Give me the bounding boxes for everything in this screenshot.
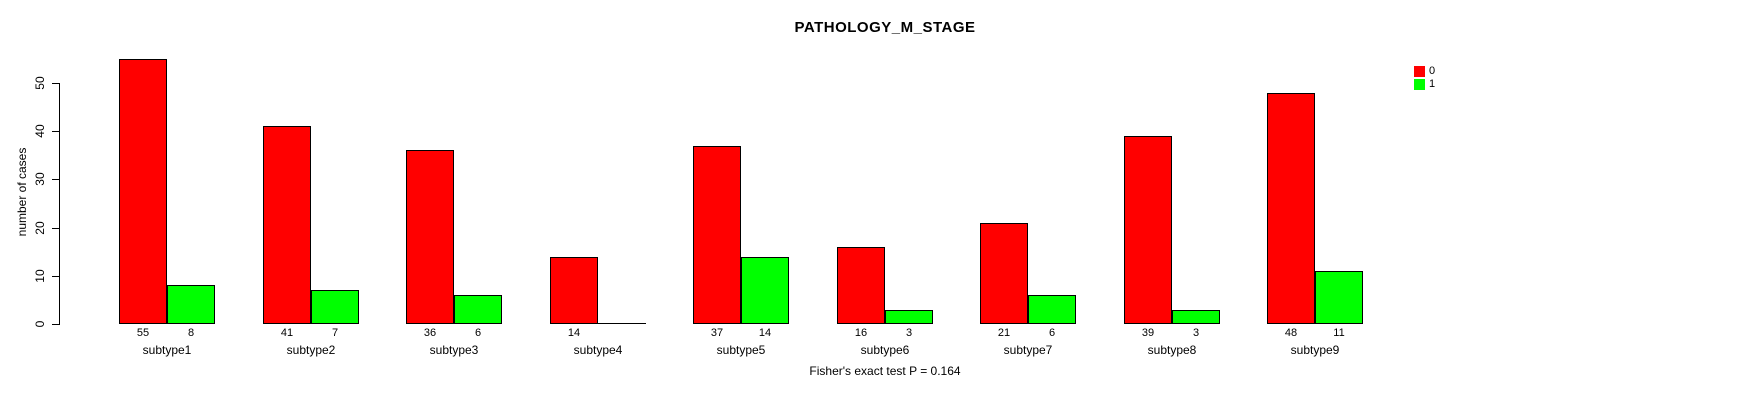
y-tick-label: 20 — [33, 221, 47, 235]
legend-label: 0 — [1429, 64, 1436, 77]
chart-title: PATHOLOGY_M_STAGE — [794, 19, 976, 36]
y-axis-tick — [52, 276, 59, 277]
bar-value-label: 7 — [331, 327, 339, 339]
legend-swatch-icon — [1414, 65, 1425, 77]
y-axis-tick — [52, 179, 59, 180]
bar-subtype3-series1 — [454, 295, 502, 324]
bar-subtype7-series1 — [1028, 295, 1076, 324]
x-category-label-subtype8: subtype8 — [1147, 343, 1197, 357]
bar-value-label: 3 — [1192, 327, 1200, 339]
bar-value-label: 6 — [474, 327, 482, 339]
y-tick-label: 30 — [33, 172, 47, 186]
bar-subtype8-series1 — [1172, 310, 1220, 324]
chart-annotation: Fisher's exact test P = 0.164 — [809, 364, 961, 378]
y-axis-tick — [52, 83, 59, 84]
legend-entry-0: 0 — [1414, 65, 1435, 77]
bar-value-label: 21 — [997, 327, 1011, 339]
bar-subtype6-series0 — [837, 247, 885, 324]
bar-subtype6-series1 — [885, 310, 933, 324]
bar-subtype2-series0 — [263, 126, 311, 324]
bar-value-label: 14 — [758, 327, 772, 339]
bar-value-label: 41 — [280, 327, 294, 339]
legend-swatch-icon — [1414, 78, 1425, 90]
bar-subtype1-series0 — [119, 59, 167, 324]
bar-value-label: 48 — [1284, 327, 1298, 339]
y-tick-label: 50 — [33, 76, 47, 90]
bar-value-label: 55 — [136, 327, 150, 339]
bar-value-label: 37 — [710, 327, 724, 339]
bar-subtype1-series1 — [167, 285, 215, 324]
y-tick-label: 0 — [33, 320, 47, 328]
x-category-label-subtype7: subtype7 — [1003, 343, 1053, 357]
bar-subtype4-series1-zero — [598, 323, 646, 324]
y-axis-tick — [52, 131, 59, 132]
y-axis-tick — [52, 324, 59, 325]
bar-value-label: 39 — [1141, 327, 1155, 339]
bar-subtype8-series0 — [1124, 136, 1172, 324]
bar-value-label: 6 — [1048, 327, 1056, 339]
bar-value-label: 16 — [854, 327, 868, 339]
x-category-label-subtype4: subtype4 — [573, 343, 623, 357]
bar-subtype9-series0 — [1267, 93, 1315, 324]
bar-value-label: 11 — [1333, 327, 1345, 339]
y-axis-tick — [52, 228, 59, 229]
x-category-label-subtype6: subtype6 — [860, 343, 910, 357]
bar-value-label: 14 — [567, 327, 581, 339]
x-category-label-subtype3: subtype3 — [429, 343, 479, 357]
bar-value-label: 8 — [187, 327, 195, 339]
bar-value-label: 36 — [423, 327, 437, 339]
x-category-label-subtype5: subtype5 — [716, 343, 766, 357]
legend-entry-1: 1 — [1414, 78, 1435, 90]
bar-subtype3-series0 — [406, 150, 454, 324]
x-category-label-subtype9: subtype9 — [1290, 343, 1340, 357]
y-axis-label: number of cases — [15, 147, 29, 237]
bar-value-label: 3 — [905, 327, 913, 339]
bar-subtype4-series0 — [550, 257, 598, 324]
bar-subtype2-series1 — [311, 290, 359, 324]
x-category-label-subtype2: subtype2 — [286, 343, 336, 357]
y-tick-label: 40 — [33, 124, 47, 138]
bar-subtype7-series0 — [980, 223, 1028, 324]
legend-label: 1 — [1429, 77, 1436, 90]
y-axis-line — [59, 83, 60, 325]
bar-subtype5-series0 — [693, 146, 741, 324]
x-category-label-subtype1: subtype1 — [142, 343, 192, 357]
y-tick-label: 10 — [33, 269, 47, 283]
bar-subtype9-series1 — [1315, 271, 1363, 324]
bar-subtype5-series1 — [741, 257, 789, 324]
